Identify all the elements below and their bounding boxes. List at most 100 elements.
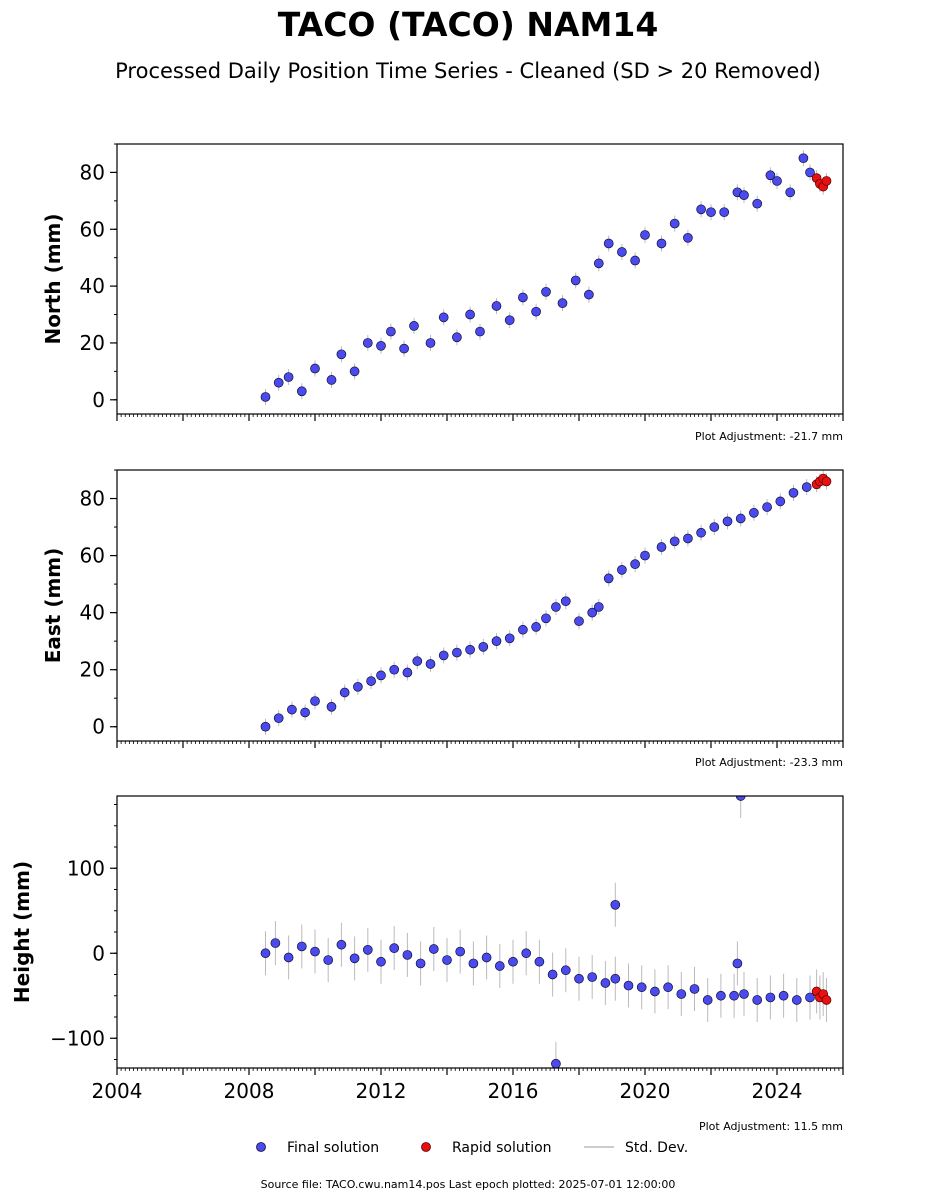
final-point — [709, 522, 720, 532]
final-point — [310, 946, 320, 957]
y-tick-label: 60 — [80, 544, 105, 568]
y-tick-label: 20 — [80, 331, 105, 355]
x-tick-label: 2012 — [356, 1079, 407, 1103]
final-point — [574, 616, 584, 627]
final-point — [296, 941, 307, 952]
panel-frame — [116, 469, 844, 742]
plot-adjustment-label: Plot Adjustment: -21.7 mm — [695, 430, 843, 443]
final-point — [749, 507, 759, 518]
final-point — [574, 973, 584, 984]
final-point — [452, 647, 462, 658]
x-tick-label: 2016 — [488, 1079, 539, 1103]
final-point — [663, 982, 673, 993]
final-point — [739, 989, 749, 999]
final-point — [273, 377, 284, 388]
final-point — [560, 965, 571, 976]
final-point — [640, 230, 650, 240]
final-point — [438, 312, 449, 323]
final-point — [362, 338, 373, 348]
final-point — [689, 984, 700, 994]
final-point — [415, 958, 426, 969]
final-point — [752, 995, 763, 1005]
final-point — [389, 943, 400, 954]
final-point — [349, 953, 360, 964]
legend-std-label: Std. Dev. — [625, 1140, 688, 1156]
final-point — [722, 516, 733, 527]
final-point — [735, 513, 746, 524]
final-point — [518, 624, 528, 635]
final-point — [650, 986, 660, 997]
final-point — [551, 1058, 561, 1068]
final-point — [260, 948, 271, 959]
final-point — [541, 286, 551, 297]
chart-subtitle: Processed Daily Position Time Series - C… — [115, 59, 821, 83]
y-tick-label: 60 — [80, 217, 105, 241]
y-tick-label: 80 — [80, 487, 105, 511]
rapid-points — [811, 986, 832, 1005]
panel-3: −100 0 100 2004 2008 2012 2016 2020 2024 Height (… — [10, 795, 844, 1133]
y-tick-label: 0 — [92, 388, 105, 412]
final-points — [260, 796, 815, 1068]
final-point — [765, 992, 776, 1003]
final-point — [518, 292, 528, 303]
final-point — [494, 961, 505, 971]
plot-area — [260, 150, 832, 405]
final-point — [706, 207, 716, 218]
x-tick-label: 2024 — [752, 1079, 803, 1103]
final-point — [557, 298, 568, 309]
final-point — [353, 681, 363, 692]
final-point — [719, 207, 730, 218]
final-point — [349, 366, 360, 377]
final-point — [273, 713, 284, 724]
final-point — [669, 536, 680, 547]
final-point — [610, 973, 621, 984]
final-point — [656, 542, 667, 552]
final-point — [468, 958, 479, 969]
final-point — [531, 622, 541, 632]
final-point — [310, 363, 320, 374]
final-point — [366, 676, 376, 686]
final-point — [560, 596, 571, 607]
final-points — [260, 482, 812, 732]
final-point — [442, 955, 452, 965]
final-point — [541, 613, 551, 624]
final-point — [683, 232, 693, 243]
final-point — [584, 289, 594, 300]
final-point — [593, 258, 604, 269]
final-point — [593, 602, 604, 612]
final-point — [587, 972, 598, 982]
final-point — [386, 326, 396, 337]
final-point — [762, 502, 772, 512]
final-point — [402, 667, 413, 678]
final-point — [336, 349, 347, 360]
y-tick-label: −100 — [50, 1026, 105, 1050]
final-point — [669, 218, 680, 229]
final-point — [729, 990, 739, 1001]
final-point — [716, 990, 726, 1001]
legend-final-label: Final solution — [287, 1140, 379, 1156]
final-point — [260, 721, 271, 732]
final-point — [752, 198, 763, 209]
final-point — [785, 187, 796, 198]
y-axis-label: Height (mm) — [10, 861, 34, 1003]
final-point — [600, 978, 611, 988]
final-point — [775, 496, 786, 507]
final-point — [772, 176, 782, 186]
y-axis-label: East (mm) — [41, 548, 65, 664]
final-point — [455, 946, 466, 957]
final-point — [508, 956, 518, 967]
x-tick-label: 2004 — [92, 1079, 143, 1103]
legend-rapid-marker — [421, 1142, 431, 1152]
final-point — [287, 704, 297, 715]
final-point — [428, 944, 439, 954]
legend-rapid-label: Rapid solution — [452, 1140, 552, 1156]
final-point — [617, 247, 627, 257]
final-point — [362, 944, 373, 955]
final-point — [805, 167, 815, 178]
legend-final-marker — [256, 1142, 266, 1152]
y-tick-label: 0 — [92, 941, 105, 965]
final-point — [570, 275, 581, 286]
final-point — [735, 796, 746, 801]
final-point — [339, 687, 350, 698]
